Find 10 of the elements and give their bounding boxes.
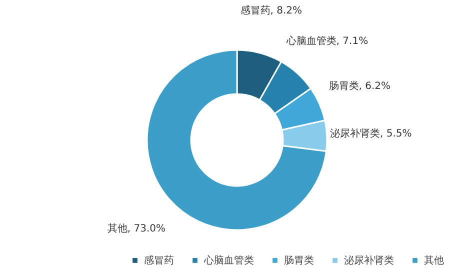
legend-label: 感冒药 [144, 254, 174, 266]
legend-label: 泌尿补肾类 [344, 254, 394, 266]
legend-label: 心脑血管类 [203, 254, 254, 266]
data-label: 心脑血管类, 7.1% [285, 34, 368, 47]
legend-label: 其他 [424, 254, 444, 266]
data-label: 其他, 73.0% [107, 222, 166, 235]
data-label: 肠胃类, 6.2% [328, 80, 391, 92]
legend-label: 肠胃类 [284, 254, 314, 266]
data-label: 感冒药, 8.2% [240, 4, 302, 16]
data-label: 泌尿补肾类, 5.5% [330, 128, 412, 140]
